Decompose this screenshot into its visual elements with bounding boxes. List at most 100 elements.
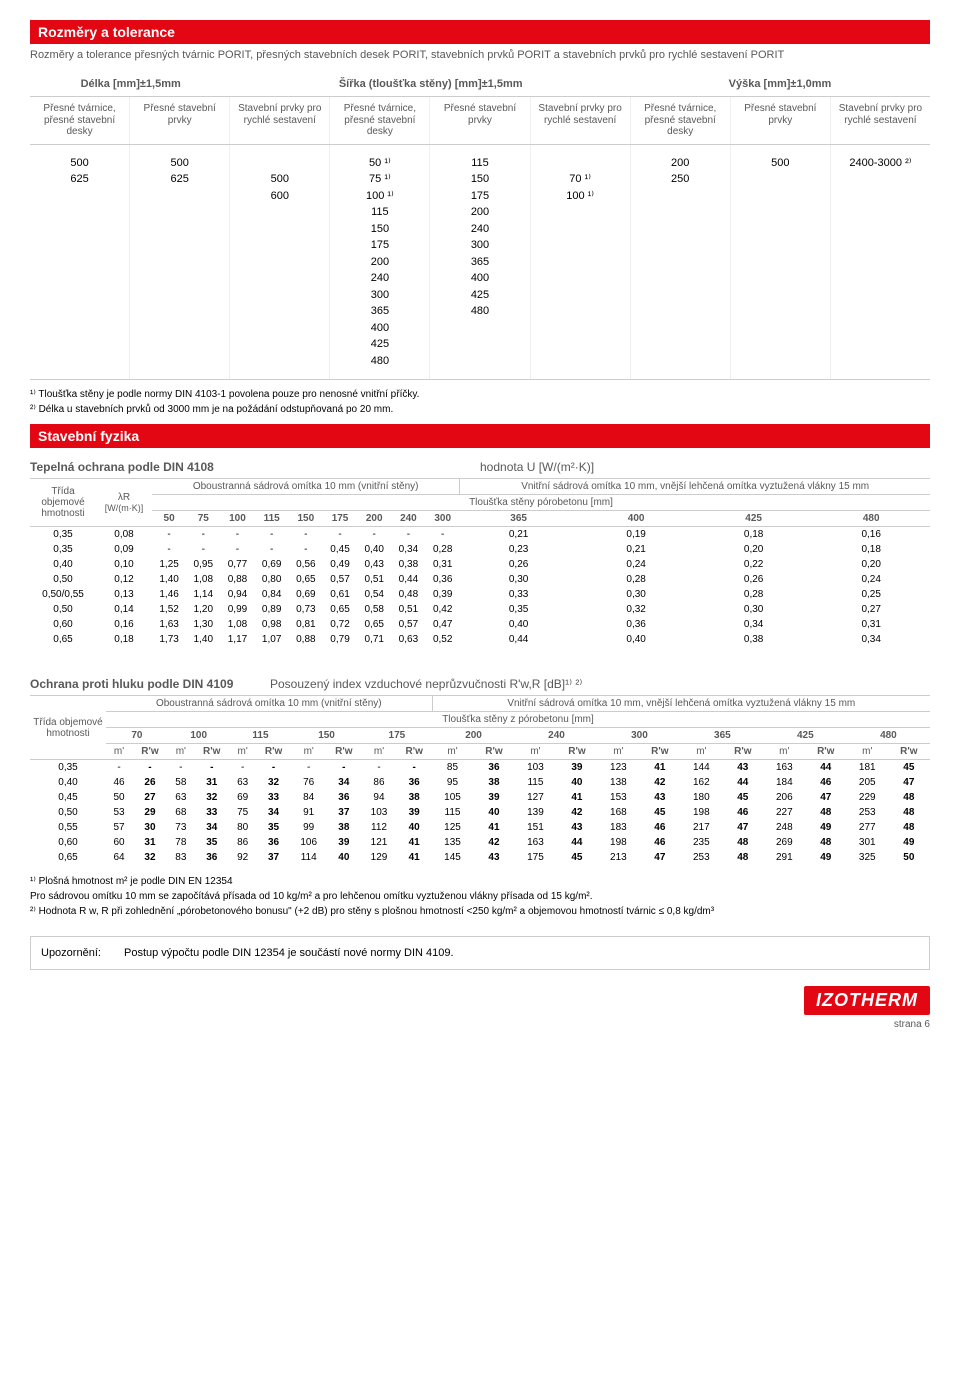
thermal-val: 0,49 (323, 557, 357, 572)
sound-val: 48 (805, 835, 847, 850)
thermal-val: 0,65 (357, 617, 391, 632)
thermal-val: 0,34 (812, 632, 930, 647)
sound-val: 63 (230, 775, 256, 790)
thermal-col: 50 (152, 511, 186, 527)
sound-val: 168 (598, 805, 639, 820)
thermal-val: 0,43 (357, 557, 391, 572)
thermal-val: 1,14 (186, 587, 220, 602)
sound-val: 39 (556, 760, 598, 776)
thermal-col: 75 (186, 511, 220, 527)
sound-val: 206 (764, 790, 805, 805)
sound-rw: R'w (888, 744, 930, 760)
sound-col: 70 (106, 728, 168, 744)
thermal-val: 0,52 (426, 632, 460, 647)
thermal-col: 150 (289, 511, 323, 527)
thermal-val: 0,65 (323, 602, 357, 617)
thermal-lambda: 0,14 (96, 602, 152, 617)
sound-m: m' (168, 744, 194, 760)
sound-val: 45 (722, 790, 764, 805)
sound-val: 235 (681, 835, 722, 850)
sound-val: 58 (168, 775, 194, 790)
footnote1: ¹⁾ Tloušťka stěny je podle normy DIN 410… (30, 388, 930, 401)
dim-cell: 70 ¹⁾ 100 ¹⁾ (531, 145, 631, 380)
sound-val: 103 (515, 760, 556, 776)
sound-m: m' (681, 744, 722, 760)
sound-val: 115 (515, 775, 556, 790)
sound-val: 325 (847, 850, 888, 865)
sound-val: 30 (132, 820, 168, 835)
thermal-val: 0,63 (391, 632, 425, 647)
sound-val: 73 (168, 820, 194, 835)
thermal-val: 0,58 (357, 602, 391, 617)
thermal-val: 0,84 (255, 587, 289, 602)
thermal-val: 0,28 (577, 572, 695, 587)
sound-val: 43 (556, 820, 598, 835)
sound-val: 205 (847, 775, 888, 790)
sound-class: 0,65 (30, 850, 106, 865)
dim-subhead: Přesné stavební prvky (731, 97, 831, 144)
thermal-val: 0,44 (460, 632, 578, 647)
dim-subhead: Přesné stavební prvky (130, 97, 230, 144)
notice-box: Upozornění: Postup výpočtu podle DIN 123… (30, 936, 930, 970)
sound-val: 114 (291, 850, 326, 865)
sound-val: 36 (256, 835, 292, 850)
sound-class: 0,45 (30, 790, 106, 805)
sound-col: 175 (362, 728, 432, 744)
dim-cell: 500 (731, 145, 831, 380)
sound-val: 184 (764, 775, 805, 790)
thermal-val: - (426, 527, 460, 543)
thermal-val: 0,99 (220, 602, 254, 617)
thermal-val: 0,22 (695, 557, 813, 572)
thermal-val: 0,30 (695, 602, 813, 617)
sound-val: 46 (639, 820, 681, 835)
dim-subhead: Přesné tvár­nice, přesné stavební desky (631, 97, 731, 144)
sound-val: 99 (291, 820, 326, 835)
sound-m: m' (764, 744, 805, 760)
thermal-val: 0,24 (577, 557, 695, 572)
thermal-col: 200 (357, 511, 391, 527)
thermal-val: 0,32 (577, 602, 695, 617)
sound-val: 37 (326, 805, 362, 820)
sound-val: 38 (473, 775, 515, 790)
thermal-col: 425 (695, 511, 813, 527)
thermal-table: Třída objemové hmotnosti λR [W/(m·K)] Ob… (30, 478, 930, 647)
thermal-lambda: 0,18 (96, 632, 152, 647)
sound-col: 240 (515, 728, 598, 744)
sound-val: 181 (847, 760, 888, 776)
sound-col: 200 (432, 728, 515, 744)
thermal-val: 1,30 (186, 617, 220, 632)
sound-val: 45 (639, 805, 681, 820)
sound-col: 300 (598, 728, 681, 744)
sound-val: 49 (805, 820, 847, 835)
dim-h0: Délka [mm]±1,5mm (30, 72, 231, 96)
thermal-val: 0,98 (255, 617, 289, 632)
thermal-val: - (152, 527, 186, 543)
sound-m: m' (291, 744, 326, 760)
thermal-val: 1,17 (220, 632, 254, 647)
sound-val: 253 (681, 850, 722, 865)
thermal-val: 0,31 (426, 557, 460, 572)
thermal-val: - (357, 527, 391, 543)
sound-val: 33 (194, 805, 230, 820)
lambda-unit: [W/(m·K)] (105, 503, 144, 513)
sound-val: 41 (396, 835, 432, 850)
dim-subhead: Stavební prvky pro rychlé sestavení (230, 97, 330, 144)
thermal-val: 0,40 (357, 542, 391, 557)
sound-val: 213 (598, 850, 639, 865)
sound-fn1: ¹⁾ Plošná hmotnost m² je podle DIN EN 12… (30, 875, 930, 888)
sound-val: 86 (362, 775, 397, 790)
thermal-val: 0,69 (289, 587, 323, 602)
lambda-sym: λR (118, 492, 130, 503)
sound-val: 198 (598, 835, 639, 850)
sound-val: 26 (132, 775, 168, 790)
thermal-val: 0,40 (460, 617, 578, 632)
sound-val: 83 (168, 850, 194, 865)
thermal-val: 0,94 (220, 587, 254, 602)
thermal-val: 0,44 (391, 572, 425, 587)
sound-val: 115 (432, 805, 473, 820)
thermal-lambda: 0,13 (96, 587, 152, 602)
thermal-val: 0,34 (391, 542, 425, 557)
thermal-val: 0,71 (357, 632, 391, 647)
sound-val: 38 (326, 820, 362, 835)
sound-val: 40 (326, 850, 362, 865)
